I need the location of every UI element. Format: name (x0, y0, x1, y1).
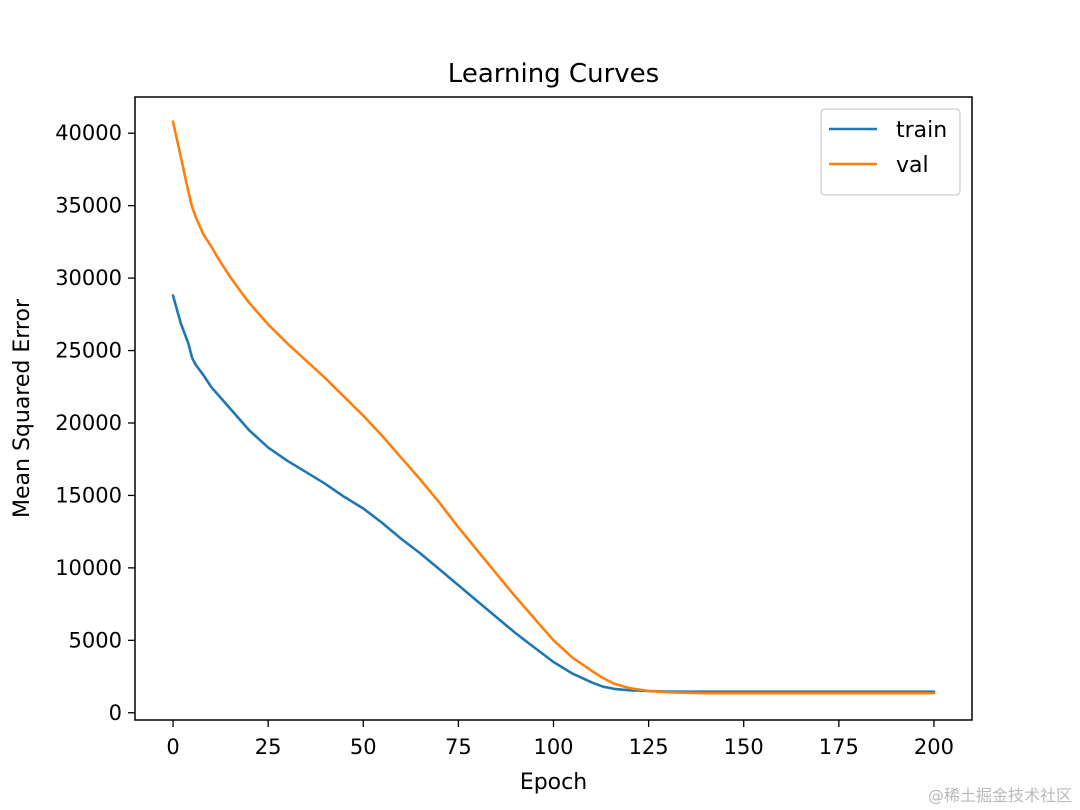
plot-frame (134, 96, 973, 721)
y-tick-label: 15000 (55, 483, 122, 507)
x-tick-label: 50 (350, 735, 377, 759)
series-layer (171, 120, 936, 695)
y-tick-label: 20000 (55, 411, 122, 435)
y-tick-label: 10000 (55, 556, 122, 580)
x-tick-label: 200 (914, 735, 954, 759)
ticks-layer: 0 25 50 75 100 125 150 175 200 0 5000 10000 15000 200… (55, 121, 954, 759)
x-tick-label: 150 (724, 735, 764, 759)
y-tick-label: 40000 (55, 121, 122, 145)
series-line-val (171, 120, 936, 695)
x-tick-label: 0 (166, 735, 179, 759)
x-tick-label: 175 (819, 735, 859, 759)
x-tick-label: 25 (255, 735, 282, 759)
x-tick-label: 75 (445, 735, 472, 759)
legend-label-val: val (896, 153, 929, 178)
x-tick-label: 100 (533, 735, 573, 759)
legend-label-train: train (896, 118, 947, 143)
y-axis-label: Mean Squared Error (10, 298, 35, 518)
watermark-text: @稀土掘金技术社区 (927, 786, 1072, 805)
y-tick-label: 0 (109, 701, 122, 725)
series-line-train (171, 294, 936, 694)
y-tick-label: 30000 (55, 266, 122, 290)
x-tick-label: 125 (629, 735, 669, 759)
y-tick-label: 25000 (55, 339, 122, 363)
legend-box (820, 108, 961, 196)
y-tick-label: 5000 (69, 628, 122, 652)
legend: train val (820, 108, 961, 196)
y-tick-label: 35000 (55, 194, 122, 218)
x-axis-label: Epoch (520, 770, 587, 795)
chart-title: Learning Curves (448, 59, 659, 89)
